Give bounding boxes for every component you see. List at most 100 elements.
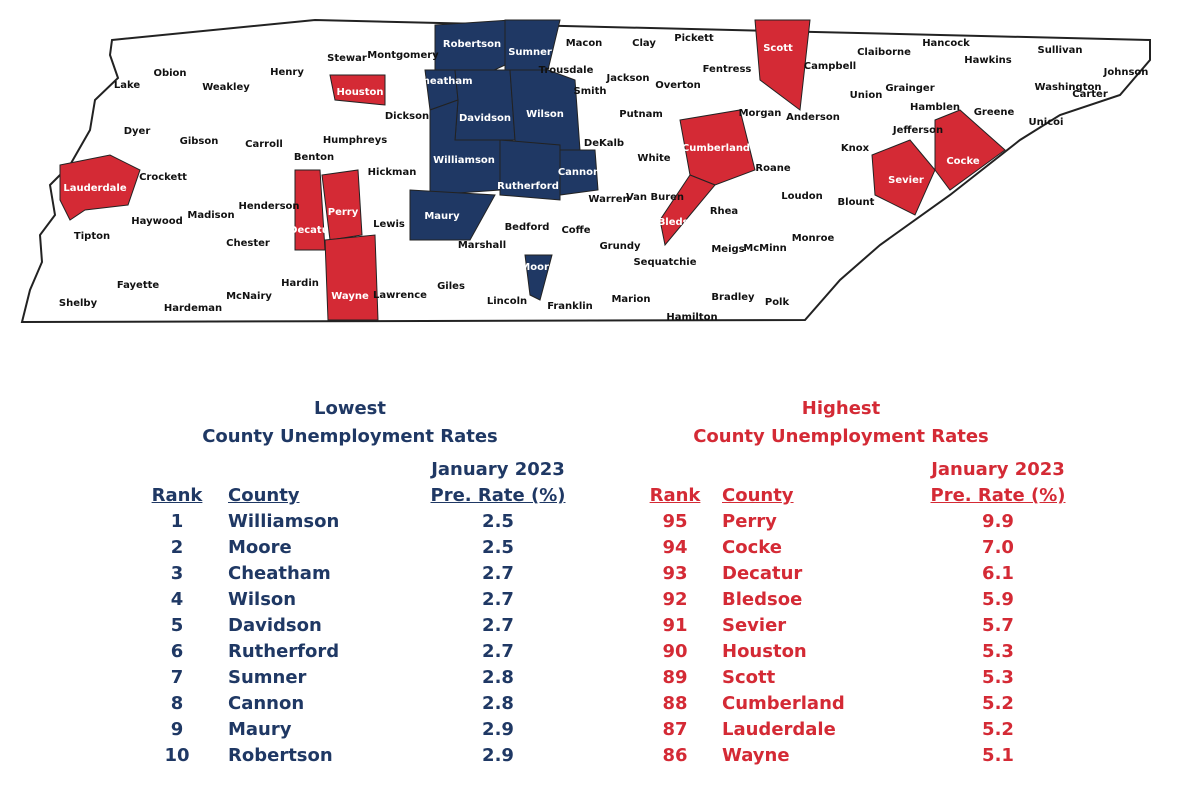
county-label: Rutherford <box>497 181 559 192</box>
county-label: Maury <box>424 211 460 222</box>
county-shape <box>409 189 496 241</box>
county-label: Moore <box>520 262 556 273</box>
table-text: 87 <box>662 719 688 740</box>
table-text: Maury <box>228 719 292 740</box>
county-label: Weakley <box>202 82 250 93</box>
tennessee-map: Lake Obion Weakley Henry Stewar Montgomery Rob… <box>20 18 1151 324</box>
table-text: 2.9 <box>482 719 514 740</box>
table-text: Decatur <box>722 563 803 584</box>
county-labels: Lake Obion Weakley Henry Stewar Montgomery Rob… <box>59 33 1149 323</box>
county-label: Pickett <box>674 33 714 44</box>
table-text: 5.3 <box>982 667 1014 688</box>
table-text: 92 <box>662 589 688 610</box>
table-text: Pre. Rate (%) <box>930 485 1066 506</box>
table-text: 6 <box>170 641 184 662</box>
county-label: Lawrence <box>373 290 427 301</box>
county-label: Cannon <box>558 167 600 178</box>
table-text: 5.7 <box>982 615 1014 636</box>
county-label: Henderson <box>238 201 299 212</box>
county-label: Claiborne <box>857 47 911 58</box>
county-label: Marshall <box>458 240 506 251</box>
county-label: Henry <box>270 67 304 78</box>
county-shape <box>559 149 599 196</box>
county-label: McNairy <box>226 291 272 302</box>
table-text: Sevier <box>722 615 787 636</box>
county-label: Carter <box>1072 89 1108 100</box>
table-text: Lowest <box>314 398 386 419</box>
table-text: January 2023 <box>431 459 565 480</box>
county-label: Wilson <box>526 109 564 120</box>
table-text: 2.9 <box>482 745 514 766</box>
county-label: Sumner <box>508 47 552 58</box>
table-text: Houston <box>722 641 807 662</box>
county-label: Trousdale <box>539 65 594 76</box>
county-shape <box>324 234 379 321</box>
table-text: 2.7 <box>482 615 514 636</box>
table-text: Cheatham <box>228 563 331 584</box>
table-text: Highest <box>801 398 881 419</box>
county-shape <box>329 74 386 106</box>
county-label: Overton <box>655 80 701 91</box>
county-label: White <box>637 153 670 164</box>
county-label: Shelby <box>59 298 98 309</box>
county-label: Bledsoe <box>658 217 703 228</box>
county-label: Knox <box>841 143 870 154</box>
county-label: Campbell <box>804 61 856 72</box>
table-text: County Unemployment Rates <box>693 426 989 447</box>
county-shape <box>59 154 141 221</box>
county-label: Loudon <box>781 191 823 202</box>
county-shape <box>499 139 561 201</box>
county-label: Bradley <box>711 292 755 303</box>
table-text: 5.3 <box>982 641 1014 662</box>
county-label: Washington <box>1035 82 1102 93</box>
county-label: Meigs <box>711 244 744 255</box>
table-text: Wayne <box>722 745 790 766</box>
county-label: Cocke <box>946 156 980 167</box>
table-text: Cumberland <box>722 693 845 714</box>
county-label: Gibson <box>180 136 219 147</box>
county-label: Sevier <box>888 175 924 186</box>
table-text: 2.7 <box>482 641 514 662</box>
table-text: Moore <box>228 537 292 558</box>
table-text: 7.0 <box>982 537 1014 558</box>
county-label: Franklin <box>547 301 593 312</box>
county-label: Hickman <box>368 167 417 178</box>
county-label: Sullivan <box>1038 45 1083 56</box>
table-text: Scott <box>722 667 776 688</box>
table-text: 89 <box>662 667 688 688</box>
table-text: Cannon <box>228 693 305 714</box>
table-text: 2.8 <box>482 693 514 714</box>
county-label: Macon <box>566 38 603 49</box>
county-label: Houston <box>336 87 383 98</box>
table-text: 91 <box>662 615 688 636</box>
county-label: Giles <box>437 281 465 292</box>
table-text: 2.5 <box>482 537 514 558</box>
table-text: 10 <box>164 745 190 766</box>
table-text: 5.9 <box>982 589 1014 610</box>
county-label: Greene <box>974 107 1015 118</box>
county-label: Tipton <box>74 231 110 242</box>
county-shape <box>659 174 716 247</box>
county-label: Jefferson <box>892 125 943 136</box>
county-label: Madison <box>187 210 234 221</box>
county-label: Dickson <box>385 111 429 122</box>
county-shape <box>524 254 553 301</box>
table-text: 6.1 <box>982 563 1014 584</box>
table-text: 86 <box>662 745 688 766</box>
highlighted-counties <box>59 19 1006 321</box>
county-label: Scott <box>763 43 793 54</box>
county-label: Bedford <box>505 222 550 233</box>
county-label: Williamson <box>433 155 495 166</box>
county-label: Blount <box>838 197 875 208</box>
county-label: Grainger <box>885 83 934 94</box>
county-label: Putnam <box>619 109 663 120</box>
table-text: Sumner <box>228 667 307 688</box>
county-label: Hardeman <box>164 303 222 314</box>
table-text: 2.8 <box>482 667 514 688</box>
county-label: Marion <box>611 294 650 305</box>
county-label: Humphreys <box>323 135 387 146</box>
table-text: 88 <box>662 693 688 714</box>
county-shape <box>434 19 511 73</box>
table-text: Williamson <box>228 511 340 532</box>
table-text: Davidson <box>228 615 322 636</box>
